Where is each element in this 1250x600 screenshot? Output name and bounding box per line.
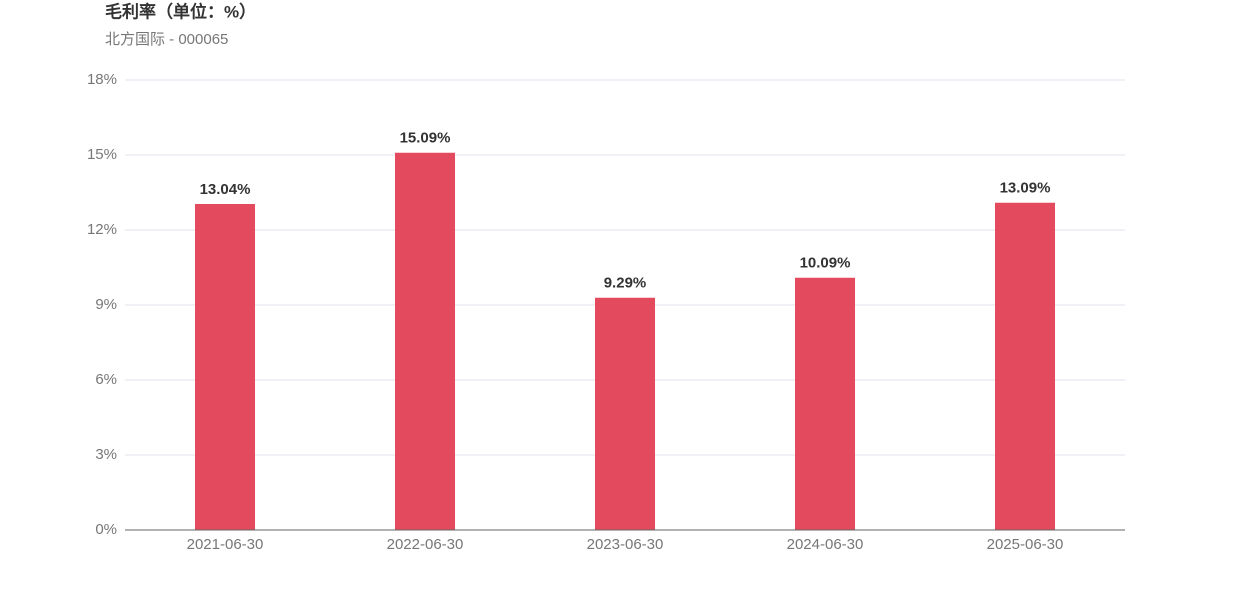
bar xyxy=(995,202,1055,530)
x-tick-label: 2022-06-30 xyxy=(387,536,464,553)
y-tick-label: 9% xyxy=(95,296,117,313)
value-label: 15.09% xyxy=(400,130,451,147)
chart-subtitle: 北方国际 - 000065 xyxy=(105,31,228,48)
x-tick-label: 2021-06-30 xyxy=(187,536,264,553)
x-tick-label: 2024-06-30 xyxy=(787,536,864,553)
value-label: 10.09% xyxy=(800,255,851,272)
y-tick-label: 0% xyxy=(95,521,117,538)
y-tick-label: 12% xyxy=(87,221,117,238)
value-label: 13.04% xyxy=(200,181,251,198)
y-tick-label: 3% xyxy=(95,446,117,463)
y-tick-label: 15% xyxy=(87,146,117,163)
bars: 2021-06-30 13.04% 2022-06-30 15.09% 2023-06-… xyxy=(187,130,1064,553)
value-label: 13.09% xyxy=(1000,180,1051,197)
y-tick-label: 6% xyxy=(95,371,117,388)
bar xyxy=(595,297,655,530)
bar xyxy=(395,152,455,530)
bar xyxy=(795,277,855,530)
x-tick-label: 2023-06-30 xyxy=(587,536,664,553)
x-tick-label: 2025-06-30 xyxy=(987,536,1064,553)
bar xyxy=(195,204,255,530)
chart-title: 毛利率（单位：%） xyxy=(105,1,256,21)
y-tick-label: 18% xyxy=(87,71,117,88)
value-label: 9.29% xyxy=(604,275,647,292)
